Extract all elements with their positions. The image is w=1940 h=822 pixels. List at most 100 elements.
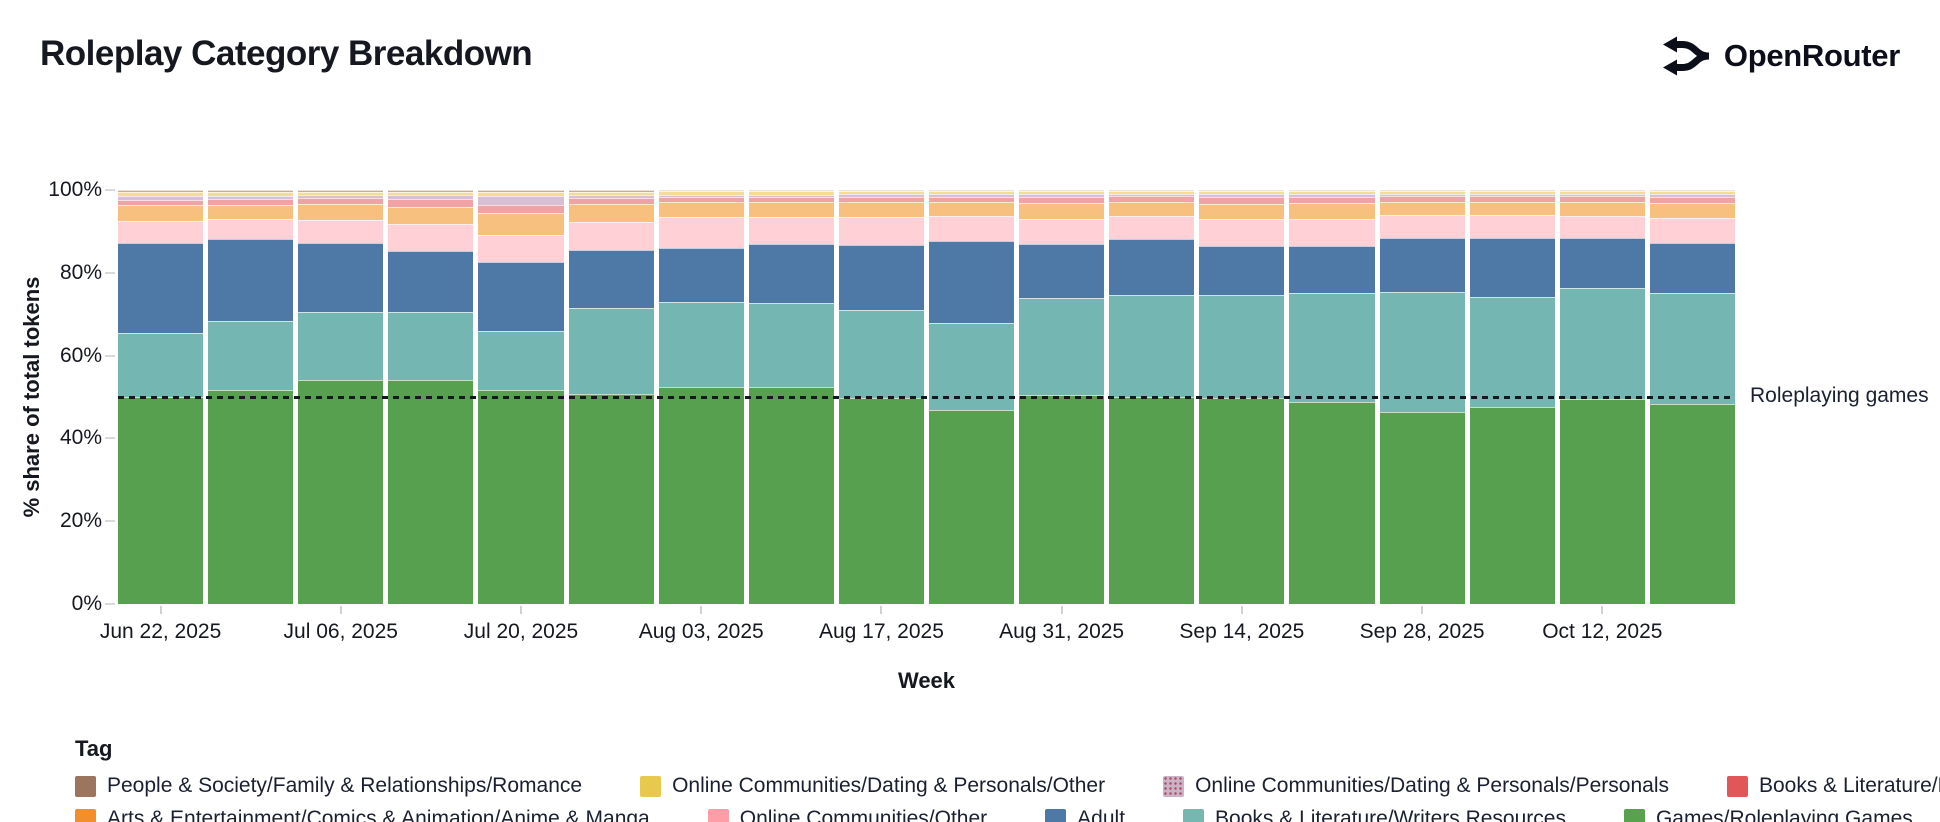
bar-segment bbox=[1469, 406, 1555, 604]
bar-segment bbox=[388, 191, 474, 196]
week-bar bbox=[928, 190, 1015, 604]
legend-label: Adult bbox=[1077, 807, 1126, 822]
bar-segment bbox=[1469, 196, 1555, 202]
bar-segment bbox=[658, 191, 744, 195]
bar-segment bbox=[1379, 215, 1465, 238]
roleplaying-games-threshold-line bbox=[118, 396, 1735, 399]
bar-segment bbox=[388, 380, 474, 604]
y-tick-mark bbox=[105, 603, 115, 605]
bar-segment bbox=[1649, 193, 1735, 197]
bar-segment bbox=[1559, 398, 1645, 604]
bar-segment bbox=[118, 243, 204, 334]
x-tick-label: Aug 03, 2025 bbox=[638, 620, 764, 643]
bar-segment bbox=[1289, 293, 1375, 402]
bar-segment bbox=[388, 206, 474, 225]
bar-segment bbox=[838, 397, 924, 604]
bar-segment bbox=[1649, 293, 1735, 404]
bar-segment bbox=[1109, 190, 1195, 192]
legend-label: Games/Roleplaying Games bbox=[1655, 807, 1913, 822]
bar-segment bbox=[838, 194, 924, 197]
bar-segment bbox=[748, 217, 834, 245]
bar-segment bbox=[1199, 295, 1285, 398]
bar-segment bbox=[928, 191, 1015, 195]
bar-segment bbox=[1559, 201, 1645, 217]
bar-segment bbox=[1019, 244, 1105, 299]
bar-segment bbox=[1289, 218, 1375, 246]
bar-segment bbox=[1649, 202, 1735, 218]
bar-segment bbox=[1109, 216, 1195, 240]
bar-segment bbox=[1379, 201, 1465, 216]
bar-segment bbox=[838, 190, 924, 192]
bar-segment bbox=[388, 312, 474, 381]
bar-segment bbox=[1559, 190, 1645, 192]
week-bar bbox=[118, 190, 204, 604]
openrouter-logo[interactable]: OpenRouter bbox=[1662, 32, 1900, 80]
legend-swatch bbox=[707, 808, 729, 822]
x-tick-mark bbox=[700, 606, 703, 614]
bar-segment bbox=[838, 245, 924, 310]
bar-segment bbox=[1199, 190, 1285, 192]
bar-segment bbox=[1199, 191, 1285, 195]
bar-segment bbox=[748, 386, 834, 604]
bar-segment bbox=[298, 220, 384, 243]
x-tick-label: Aug 17, 2025 bbox=[818, 620, 944, 643]
bar-segment bbox=[1199, 219, 1285, 246]
bar-segment bbox=[658, 194, 744, 197]
bar-segment bbox=[388, 199, 474, 207]
bar-segment bbox=[1019, 197, 1105, 204]
bar-segment bbox=[1469, 237, 1555, 297]
x-tick-label: Jun 22, 2025 bbox=[99, 620, 222, 643]
bar-segment bbox=[1019, 203, 1105, 219]
bar-segment bbox=[1019, 191, 1105, 195]
bar-segment bbox=[1289, 196, 1375, 204]
openrouter-wordmark: OpenRouter bbox=[1723, 38, 1900, 73]
bar-segment bbox=[1379, 190, 1465, 192]
week-bar bbox=[1469, 190, 1555, 604]
openrouter-icon bbox=[1662, 32, 1710, 80]
stacked-bar-plot bbox=[118, 190, 1735, 604]
bar-segment bbox=[478, 390, 564, 604]
bar-segment bbox=[1469, 190, 1555, 192]
legend-item: People & Society/Family & Relationships/… bbox=[75, 774, 582, 798]
bar-segment bbox=[928, 216, 1015, 241]
bar-segment bbox=[298, 380, 384, 604]
legend-swatch bbox=[1163, 775, 1185, 797]
bar-segment bbox=[208, 204, 294, 220]
legend-label: Online Communities/Dating & Personals/Ot… bbox=[672, 774, 1106, 797]
bar-segment bbox=[658, 301, 744, 387]
bar-segment bbox=[1559, 191, 1645, 194]
bar-segment bbox=[478, 212, 564, 236]
bar-segment bbox=[478, 191, 564, 196]
y-tick-label: 60% bbox=[59, 343, 102, 367]
bars-container bbox=[118, 190, 1735, 604]
week-bar bbox=[1199, 190, 1285, 604]
bar-segment bbox=[658, 386, 744, 604]
bar-segment bbox=[118, 192, 204, 197]
bar-segment bbox=[748, 194, 834, 197]
y-tick-mark bbox=[105, 520, 115, 523]
y-tick-mark bbox=[105, 437, 115, 440]
bar-segment bbox=[208, 219, 294, 240]
bar-segment bbox=[1109, 193, 1195, 197]
week-bar bbox=[298, 190, 384, 604]
roleplaying-games-annotation-label: Roleplaying games bbox=[1750, 384, 1929, 407]
legend-label: Books & Literature/Fan Fiction bbox=[1758, 774, 1940, 797]
bar-segment bbox=[1289, 401, 1375, 604]
bar-segment bbox=[748, 197, 834, 203]
legend-title: Tag bbox=[75, 736, 113, 761]
bar-segment bbox=[838, 196, 924, 202]
bar-segment bbox=[1019, 298, 1105, 396]
bar-segment bbox=[748, 302, 834, 387]
week-bar bbox=[658, 190, 744, 604]
legend-label: Arts & Entertainment/Comics & Animation/… bbox=[107, 807, 650, 822]
bar-segment bbox=[1109, 201, 1195, 217]
bar-segment bbox=[388, 250, 474, 313]
legend-swatch bbox=[1045, 808, 1067, 822]
legend: Tag People & Society/Family & Relationsh… bbox=[75, 736, 1940, 822]
bar-segment bbox=[838, 216, 924, 245]
bar-segment bbox=[478, 195, 564, 206]
bar-segment bbox=[388, 195, 474, 200]
x-tick-mark bbox=[339, 606, 342, 614]
bar-segment bbox=[658, 196, 744, 202]
